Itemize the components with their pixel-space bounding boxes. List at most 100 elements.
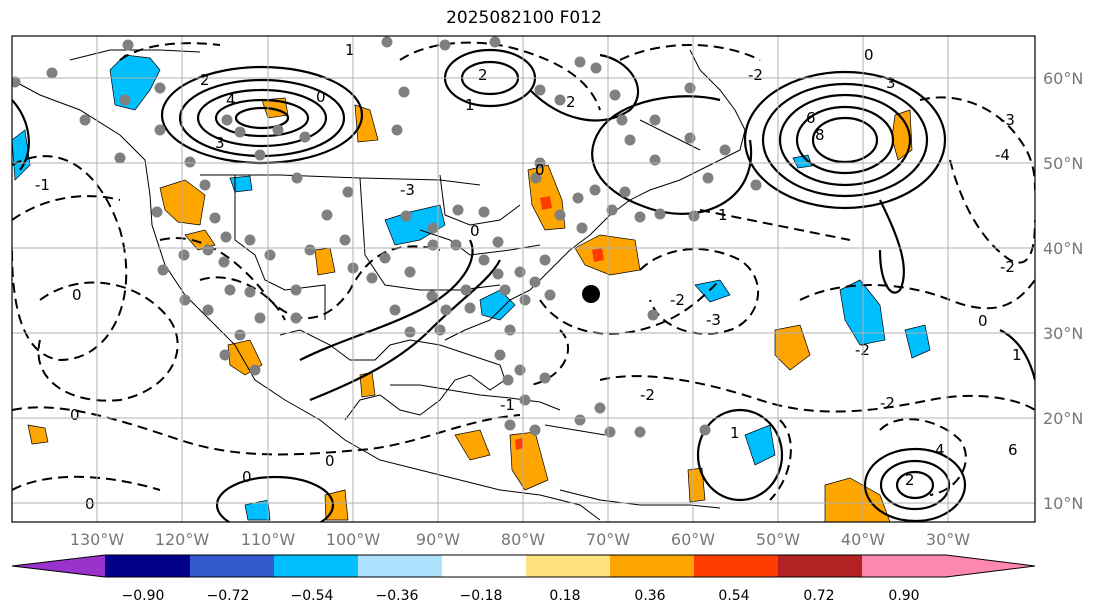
contour-label: 1 bbox=[718, 206, 728, 224]
contour-label: 0 bbox=[70, 406, 80, 424]
colorbar-segment bbox=[358, 555, 442, 577]
positive-fill bbox=[27, 424, 49, 445]
contour-label: -2 bbox=[1000, 258, 1015, 276]
contour-label: 8 bbox=[815, 126, 825, 144]
colorbar-tick-label: −0.72 bbox=[207, 588, 250, 604]
colorbar-segment bbox=[778, 555, 862, 577]
colorbar-extend-high bbox=[946, 555, 1035, 577]
negative-fill bbox=[244, 499, 271, 521]
colorbar-segment bbox=[610, 555, 694, 577]
contour-label: 1 bbox=[465, 96, 475, 114]
contour-label: -2 bbox=[855, 341, 870, 359]
colorbar: −0.90 −0.72 −0.54 −0.36 −0.18 0.18 0.36 … bbox=[11, 554, 1036, 604]
latitude-labels: 60°N 50°N 40°N 30°N 20°N 10°N bbox=[1043, 69, 1083, 513]
contour-label: 3 bbox=[215, 134, 225, 152]
lat-label: 40°N bbox=[1043, 239, 1083, 258]
colorbar-outline bbox=[11, 554, 1036, 578]
contour-label: 0 bbox=[470, 222, 480, 240]
lon-label: 110°W bbox=[241, 530, 296, 549]
colorbar-segment bbox=[442, 555, 526, 577]
positive-fill bbox=[687, 467, 706, 503]
contour-label: -2 bbox=[670, 291, 685, 309]
colorbar-tick-label: 0.72 bbox=[803, 588, 834, 604]
colorbar-tick-label: 0.54 bbox=[718, 588, 749, 604]
contour-label: 4 bbox=[226, 91, 236, 109]
contour-label: 2 bbox=[566, 93, 576, 111]
contour-label: -3 bbox=[400, 181, 415, 199]
lat-label: 30°N bbox=[1043, 324, 1083, 343]
contour-label: -3 bbox=[706, 311, 721, 329]
contour-label: 2 bbox=[200, 71, 210, 89]
lon-label: 90°W bbox=[416, 530, 460, 549]
colorbar-tick-label: 0.36 bbox=[634, 588, 665, 604]
contour-label: 2 bbox=[905, 471, 915, 489]
contour-label: 0 bbox=[864, 46, 874, 64]
colorbar-segment bbox=[274, 555, 358, 577]
gridlines bbox=[12, 36, 1035, 522]
lon-label: 60°W bbox=[671, 530, 715, 549]
contour-label: -2 bbox=[640, 386, 655, 404]
colorbar-tick-label: −0.54 bbox=[291, 588, 334, 604]
longitude-labels: 130°W 120°W 110°W 100°W 90°W 80°W 70°W 6… bbox=[70, 530, 970, 549]
colorbar-segment bbox=[862, 555, 946, 577]
positive-fill bbox=[774, 324, 811, 371]
colorbar-segment bbox=[526, 555, 610, 577]
contour-label: 6 bbox=[806, 109, 816, 127]
positive-fill bbox=[454, 429, 491, 461]
negative-fill bbox=[744, 424, 776, 466]
figure-title: 2025082100 F012 bbox=[446, 8, 602, 28]
contour-label: 1 bbox=[730, 424, 740, 442]
lon-label: 130°W bbox=[70, 530, 125, 549]
negative-fill bbox=[384, 204, 446, 246]
contour-label: -3 bbox=[1000, 111, 1015, 129]
contour-label: 0 bbox=[535, 161, 545, 179]
colorbar-tick-label: −0.90 bbox=[122, 588, 165, 604]
dashed-contours bbox=[12, 41, 1035, 501]
negative-fill bbox=[479, 289, 516, 321]
positive-fill bbox=[824, 477, 891, 522]
colorbar-tick-label: −0.36 bbox=[376, 588, 419, 604]
contour-label: -1 bbox=[35, 176, 50, 194]
storm-center-marker bbox=[582, 285, 600, 303]
gray-points bbox=[12, 36, 762, 438]
contour-label: 1 bbox=[1012, 346, 1022, 364]
contour-label: 6 bbox=[1008, 441, 1018, 459]
positive-fill bbox=[515, 438, 523, 450]
contour-label: -1 bbox=[500, 396, 515, 414]
negative-fill bbox=[694, 279, 731, 303]
contour-label: 0 bbox=[978, 312, 988, 330]
colorbar-extend-low bbox=[12, 555, 105, 577]
contour-label: 2 bbox=[478, 66, 488, 84]
positive-fill bbox=[540, 196, 552, 210]
colorbar-tick-label: 0.18 bbox=[549, 588, 580, 604]
contour-labels: 4 3 2 1 0 2 2 1 3 6 8 1 0 -3 -4 0 0 0 0 … bbox=[35, 41, 1022, 513]
shaded-anomalies bbox=[12, 54, 931, 522]
contour-label: 3 bbox=[886, 74, 896, 92]
colorbar-tick-label: 0.90 bbox=[888, 588, 919, 604]
lon-label: 30°W bbox=[926, 530, 970, 549]
lon-label: 50°W bbox=[756, 530, 800, 549]
contour-label: -2 bbox=[748, 66, 763, 84]
lat-label: 10°N bbox=[1043, 494, 1083, 513]
lon-label: 80°W bbox=[501, 530, 545, 549]
contour-label: 0 bbox=[85, 495, 95, 513]
lat-label: 50°N bbox=[1043, 154, 1083, 173]
lon-label: 100°W bbox=[326, 530, 381, 549]
contour-label: -4 bbox=[995, 146, 1010, 164]
coastlines bbox=[12, 49, 746, 521]
negative-fill bbox=[12, 129, 31, 181]
positive-fill bbox=[592, 248, 604, 262]
colorbar-segment bbox=[694, 555, 778, 577]
contour-label: 0 bbox=[316, 88, 326, 106]
lat-label: 60°N bbox=[1043, 69, 1083, 88]
colorbar-segment bbox=[105, 555, 190, 577]
contour-label: 0 bbox=[242, 468, 252, 486]
colorbar-segment bbox=[190, 555, 274, 577]
lat-label: 20°N bbox=[1043, 409, 1083, 428]
contour-label: -2 bbox=[880, 394, 895, 412]
contour-label: 0 bbox=[325, 452, 335, 470]
lon-label: 70°W bbox=[586, 530, 630, 549]
lon-label: 40°W bbox=[841, 530, 885, 549]
contour-label: 4 bbox=[935, 441, 945, 459]
